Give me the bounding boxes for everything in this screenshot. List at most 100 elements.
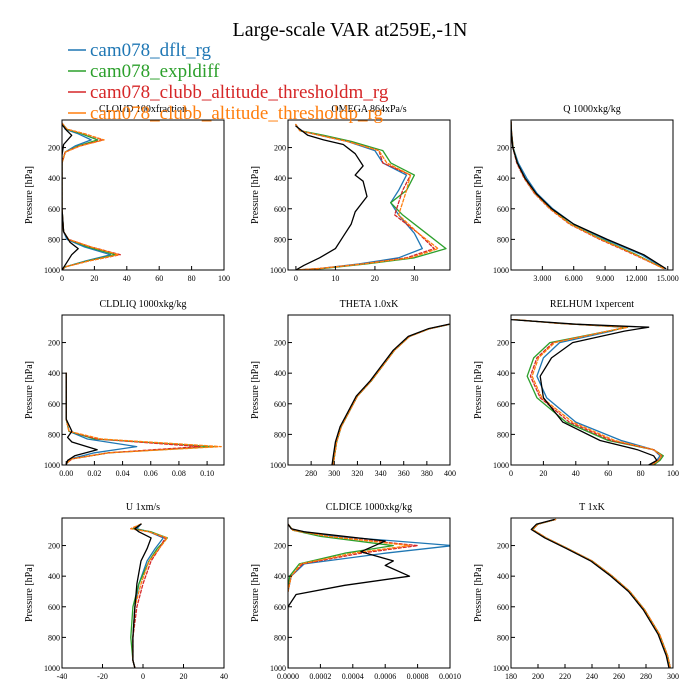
y-tick-label: 600	[497, 603, 509, 612]
y-tick-label: 600	[274, 603, 286, 612]
series-cam078-clubb-altitude-thresholdm-rg-line	[295, 123, 435, 270]
plot-frame	[510, 517, 674, 669]
x-tick-label: 60	[604, 469, 612, 478]
y-tick-label: 400	[274, 572, 286, 581]
y-tick-label: 200	[48, 339, 60, 348]
y-tick-label: 600	[48, 400, 60, 409]
x-tick-label: 100	[667, 469, 679, 478]
y-axis-label: Pressure [hPa]	[473, 361, 484, 419]
series-cam078-clubb-altitude-thresholdp-rg-line	[62, 122, 120, 270]
y-axis-label: Pressure [hPa]	[250, 564, 261, 622]
series-cam078-expldiff-line	[513, 318, 664, 465]
series-cam078-dflt-rg-line	[513, 318, 661, 465]
x-tick-label: 180	[505, 672, 517, 681]
panel-title: CLDICE 1000xkg/kg	[326, 502, 412, 513]
legend-label: cam078_clubb_altitude_thresholdp_rg	[90, 103, 384, 124]
panel-title: CLOUD 100xfraction	[99, 104, 187, 115]
x-tick-label: 40	[123, 274, 131, 283]
series-cam078-clubb-altitude-thresholdp-rg-line	[513, 318, 663, 465]
panel-title: CLDLIQ 1000xkg/kg	[100, 299, 187, 310]
series-cam078-expldiff-line	[65, 372, 215, 465]
y-tick-label: 1000	[270, 461, 286, 470]
legend-label: cam078_dflt_rg	[90, 40, 212, 61]
series-cam078-dflt-rg-line	[295, 123, 423, 270]
x-tick-label: 30	[410, 274, 418, 283]
y-tick-label: 200	[274, 339, 286, 348]
x-tick-label: 380	[421, 469, 433, 478]
y-tick-label: 200	[497, 144, 509, 153]
x-tick-label: 20	[371, 274, 379, 283]
y-tick-label: 800	[274, 235, 286, 244]
x-tick-label: -40	[57, 672, 68, 681]
x-tick-label: 0.0000	[277, 672, 299, 681]
x-tick-label: 80	[637, 469, 645, 478]
y-axis-label: Pressure [hPa]	[473, 166, 484, 224]
y-tick-label: 400	[274, 369, 286, 378]
series-cam078-clubb-altitude-thresholdm-rg-line	[513, 318, 663, 465]
x-tick-label: 220	[559, 672, 571, 681]
legend-item-cam078-expldiff: cam078_expldiff	[68, 61, 220, 82]
x-tick-label: 280	[305, 469, 317, 478]
x-tick-label: 0.02	[87, 469, 101, 478]
series-cam078-clubb-altitude-thresholdm-rg-line	[288, 523, 419, 593]
y-tick-label: 800	[48, 235, 60, 244]
series-reference-line	[62, 123, 79, 270]
y-tick-label: 200	[48, 542, 60, 551]
series-cam078-dflt-rg-line	[62, 122, 112, 270]
y-tick-label: 800	[274, 430, 286, 439]
panel-theta: 280 300 320 340 360 380 400 200 400 600 800 1000 Pre…	[250, 299, 456, 478]
panel-title: RELHUM 1xpercent	[550, 299, 634, 310]
series-cam078-expldiff-line	[511, 120, 665, 270]
y-tick-label: 400	[274, 174, 286, 183]
plot-frame	[61, 314, 225, 466]
x-tick-label: 9.000	[596, 274, 614, 283]
y-tick-label: 200	[497, 339, 509, 348]
legend-item-cam078-clubb-altitude-thresholdm-rg: cam078_clubb_altitude_thresholdm_rg	[68, 82, 389, 103]
series-reference-line	[65, 372, 98, 465]
x-tick-label: 300	[667, 672, 679, 681]
y-tick-label: 600	[274, 205, 286, 214]
y-tick-label: 1000	[44, 266, 60, 275]
x-tick-label: 200	[532, 672, 544, 681]
panel-u: -40 -20 0 20 40 200 400 600 800 1000 Pressure [hPa…	[24, 502, 228, 681]
y-tick-label: 1000	[44, 664, 60, 673]
x-tick-label: 360	[398, 469, 410, 478]
y-axis-label: Pressure [hPa]	[24, 166, 35, 224]
series-cam078-dflt-rg-line	[332, 323, 450, 465]
y-tick-label: 400	[497, 369, 509, 378]
y-tick-label: 800	[48, 430, 60, 439]
x-tick-label: 20	[539, 469, 547, 478]
panel-t: 180 200 220 240 260 280 300 200 400 600 800 1000 Pre…	[473, 502, 679, 681]
panel-omega: 0 10 20 30 200 400 600 800 1000 Pressure [hPa] OME…	[250, 104, 451, 283]
series-cam078-clubb-altitude-thresholdm-rg-line	[511, 120, 665, 270]
plot-frame	[61, 119, 225, 271]
y-tick-label: 600	[48, 603, 60, 612]
x-tick-label: 0.0010	[439, 672, 461, 681]
panel-title: T 1xK	[579, 502, 605, 513]
series-reference-line	[295, 125, 368, 270]
legend-item-cam078-clubb-altitude-thresholdp-rg: cam078_clubb_altitude_thresholdp_rg	[68, 103, 384, 124]
x-tick-label: 0.08	[172, 469, 186, 478]
y-tick-label: 600	[497, 400, 509, 409]
plot-frame	[287, 314, 451, 466]
legend-label: cam078_expldiff	[90, 61, 220, 82]
y-tick-label: 200	[274, 144, 286, 153]
x-tick-label: 280	[640, 672, 652, 681]
x-tick-label: 400	[444, 469, 456, 478]
x-tick-label: 0.06	[144, 469, 158, 478]
plot-frame	[510, 314, 674, 466]
x-tick-label: 0.10	[200, 469, 214, 478]
panel-cloud: 0 20 40 60 80 100 200 400 600 800 1000 Pressure [hP…	[24, 104, 230, 283]
panel-title: Q 1000xkg/kg	[563, 104, 621, 115]
y-tick-label: 1000	[44, 461, 60, 470]
series-cam078-clubb-altitude-thresholdp-rg-line	[332, 323, 450, 465]
y-tick-label: 800	[48, 633, 60, 642]
legend-item-cam078-dflt-rg: cam078_dflt_rg	[68, 40, 212, 61]
y-tick-label: 800	[497, 430, 509, 439]
y-tick-label: 200	[274, 542, 286, 551]
y-tick-label: 800	[497, 235, 509, 244]
x-tick-label: 20	[180, 672, 188, 681]
panel-title: THETA 1.0xK	[340, 299, 399, 310]
y-tick-label: 600	[48, 205, 60, 214]
x-tick-label: 12.000	[625, 274, 647, 283]
